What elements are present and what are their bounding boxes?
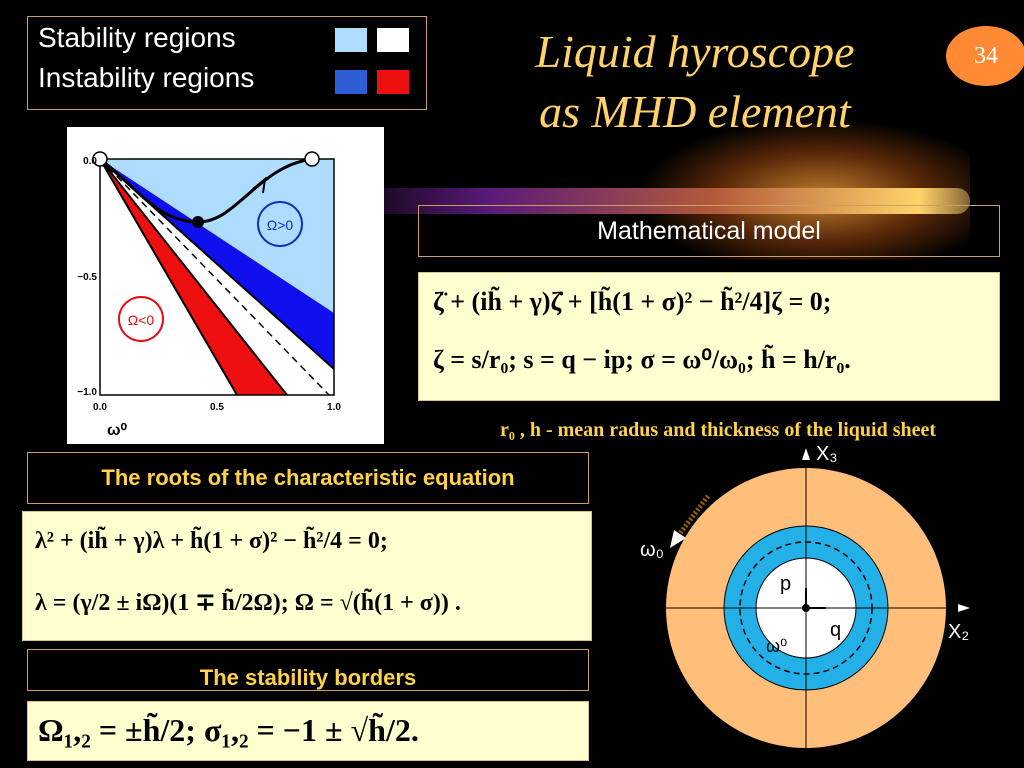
slide-title: Liquid hyroscope as MHD element — [440, 22, 950, 142]
end-point — [304, 151, 320, 167]
region-neg-label: Ω<0 — [128, 312, 155, 328]
y-tick-2: −1.0 — [77, 387, 97, 398]
y-tick-1: −0.5 — [77, 272, 97, 283]
omega-neg-circle — [118, 296, 164, 342]
omega0-arrow — [676, 494, 710, 538]
cross-section-diagram: X₃ X₂ ω₀ p q ω⁰ — [640, 443, 970, 758]
stability-plot: Ω>0 Ω<0 0.0 −0.5 −1.0 0.0 0.5 1.0 ω⁰ — [67, 127, 384, 444]
borders-eq-line1: Ω₁,₂ = ±h̃/2; σ₁,₂ = −1 ± √h̃/2. — [38, 712, 419, 748]
roots-eq-line1: λ² + (ih̃ + γ)λ + h̃(1 + σ)² − h̃²/4 = 0… — [35, 528, 388, 554]
borders-title: The stability borders — [199, 665, 417, 690]
x3-arrow-icon — [802, 448, 810, 460]
math-model-title: Mathematical model — [597, 216, 821, 245]
math-model-eq-line1: ζ̈ + (ih̃ + γ)ζ̇ + [h̃(1 + σ)² − h̃²/4]ζ… — [433, 287, 832, 316]
swatch-stability-inner — [334, 27, 368, 53]
plot-frame — [99, 158, 335, 396]
legend-stability-label: Stability regions — [38, 22, 236, 53]
x3-label: X₃ — [816, 443, 837, 465]
stability-plot-svg: Ω>0 Ω<0 0.0 −0.5 −1.0 0.0 0.5 1.0 ω⁰ — [77, 151, 341, 439]
x-tick-2: 1.0 — [327, 402, 341, 413]
omega-pos-circle — [257, 201, 303, 247]
center-point — [802, 604, 810, 612]
math-model-eq-line2: ζ = s/r₀; s = q − ip; σ = ω⁰/ω₀; h̃ = h/… — [433, 345, 851, 374]
page-number-badge: 34 — [946, 26, 1024, 86]
curve-label: ω₀ — [346, 154, 370, 179]
boundary-line-3 — [99, 158, 238, 396]
x-axis-label: ω⁰ — [107, 422, 128, 439]
boundary-line-2 — [99, 158, 288, 396]
q-label: q — [830, 619, 841, 641]
legend-instability-label: Instability regions — [38, 62, 255, 93]
swatch-stability-outer — [376, 27, 410, 53]
y-tick-0: 0.0 — [83, 156, 97, 167]
roots-title: The roots of the characteristic equation — [101, 465, 515, 490]
roots-header: The roots of the characteristic equation — [27, 452, 589, 504]
swatch-instability-outer — [376, 69, 410, 95]
slide-title-line1: Liquid hyroscope — [535, 26, 855, 77]
math-model-header: Mathematical model — [418, 205, 1000, 257]
omega0-arrow-head-icon — [670, 530, 686, 548]
omega-sup-label: ω⁰ — [766, 636, 787, 656]
x2-label: X₂ — [948, 621, 969, 643]
roots-eq-line2: λ = (γ/2 ± iΩ)(1 ∓ h̃/2Ω); Ω = √(h̃(1 + … — [35, 590, 461, 616]
omega0-label: ω₀ — [640, 539, 664, 561]
p-label: p — [780, 573, 791, 595]
start-point — [92, 151, 108, 167]
x-tick-1: 0.5 — [210, 402, 224, 413]
borders-header: The stability borders — [27, 649, 589, 691]
boundary-dashed — [99, 158, 330, 396]
x-tick-0: 0.0 — [93, 402, 107, 413]
swatch-instability-inner — [334, 69, 368, 95]
borders-equation-box: Ω₁,₂ = ±h̃/2; σ₁,₂ = −1 ± √h̃/2. — [27, 701, 589, 761]
trajectory-arrow — [252, 176, 267, 194]
x2-arrow-icon — [958, 604, 970, 612]
omega-sup-arrow-icon — [821, 609, 830, 629]
math-model-equation-box: ζ̈ + (ih̃ + γ)ζ̇ + [h̃(1 + σ)² − h̃²/4]ζ… — [418, 272, 1000, 401]
region-pos-label: Ω>0 — [267, 217, 294, 233]
legend-box: Stability regions Instability regions — [27, 16, 427, 110]
equation-caption: r₀ , h - mean radus and thickness of the… — [499, 419, 937, 441]
slide-title-line2: as MHD element — [539, 86, 851, 137]
trajectory-point — [192, 216, 204, 228]
roots-equation-box: λ² + (ih̃ + γ)λ + h̃(1 + σ)² − h̃²/4 = 0… — [22, 511, 592, 641]
glow-streak — [330, 188, 970, 214]
